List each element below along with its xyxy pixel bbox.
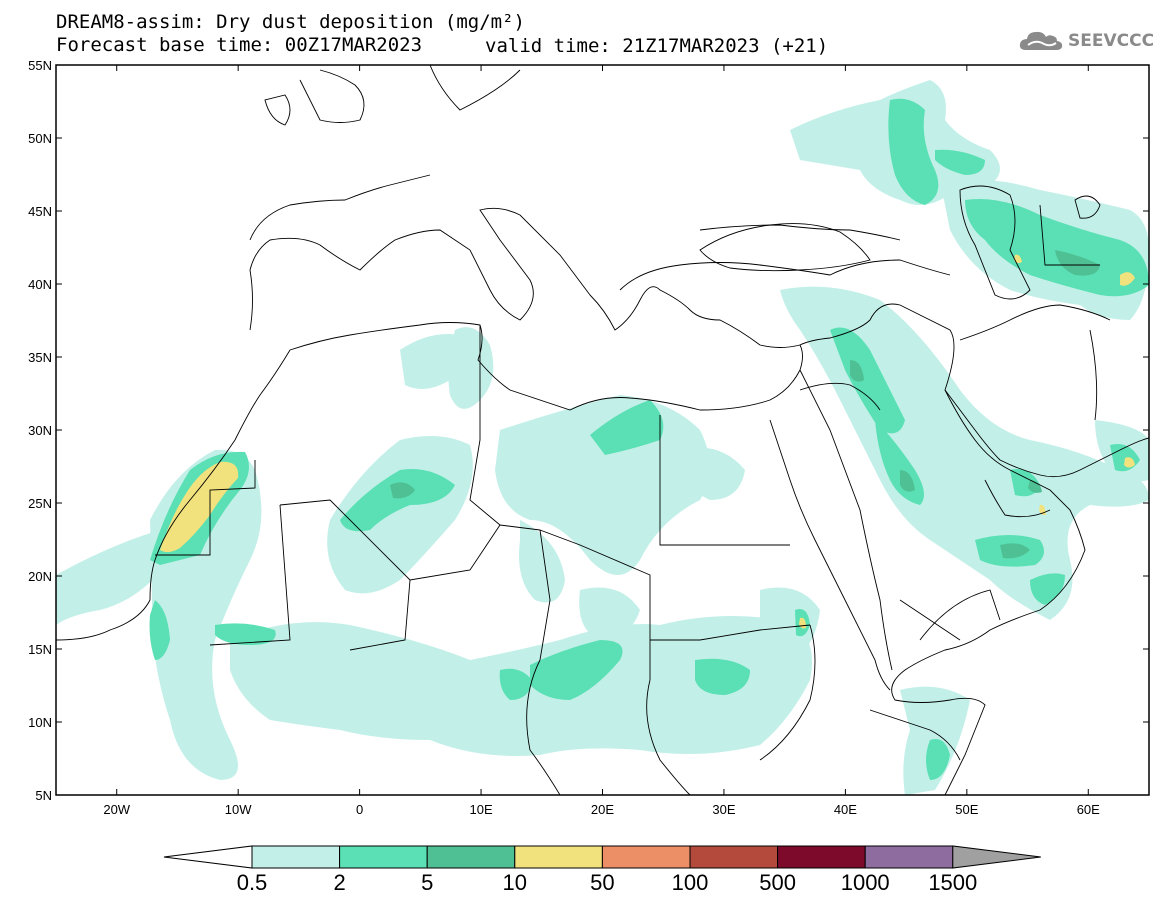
colorbar-label: 5	[421, 870, 433, 895]
colorbar-segment	[864, 845, 954, 869]
lon-label: 60E	[1077, 802, 1100, 817]
lon-label: 10E	[469, 802, 492, 817]
map-title: DREAM8-assim: Dry dust deposition (mg/m²…	[56, 11, 525, 33]
colorbar-label: 2	[333, 870, 345, 895]
lat-label: 30N	[28, 423, 52, 438]
colorbar-label: 100	[672, 870, 709, 895]
colorbar-label: 0.5	[237, 870, 268, 895]
colorbar-label: 500	[759, 870, 796, 895]
lon-label: 10W	[225, 802, 252, 817]
lat-label: 50N	[28, 131, 52, 146]
colorbar-label: 50	[590, 870, 614, 895]
seevccc-logo: SEEVCCC	[1018, 28, 1154, 54]
lat-label: 45N	[28, 204, 52, 219]
colorbar-segment	[601, 845, 691, 869]
lat-label: 5N	[35, 788, 52, 803]
latitude-axis: 55N 50N 45N 40N 35N 30N 25N 20N 15N 10N 5N	[28, 58, 1149, 803]
colorbar-label: 10	[503, 870, 527, 895]
lon-label: 40E	[834, 802, 857, 817]
lon-label: 20E	[591, 802, 614, 817]
colorbar-segment	[777, 845, 866, 869]
lat-label: 10N	[28, 715, 52, 730]
logo-text: SEEVCCC	[1068, 31, 1155, 51]
colorbar-segment	[514, 845, 603, 869]
colorbar-label: 1000	[841, 870, 890, 895]
valid-time: valid time: 21Z17MAR2023 (+21)	[485, 35, 829, 57]
colorbar: 0.5 2 5 10 50 100 500 1000 1500	[163, 845, 1041, 895]
lon-label: 30E	[712, 802, 735, 817]
map-frame	[55, 64, 1150, 796]
coastlines-and-borders	[56, 65, 1149, 795]
lat-label: 55N	[28, 58, 52, 73]
colorbar-segment	[426, 845, 516, 869]
forecast-base-time: Forecast base time: 00Z17MAR2023	[56, 34, 423, 56]
lat-label: 40N	[28, 277, 52, 292]
lat-label: 35N	[28, 350, 52, 365]
lat-label: 15N	[28, 642, 52, 657]
colorbar-under-triangle	[163, 845, 253, 869]
dust-deposition-contours	[56, 80, 1149, 795]
cloud-icon	[1019, 31, 1063, 50]
lat-label: 20N	[28, 569, 52, 584]
longitude-axis: 20W 10W 0 10E 20E 30E 40E 50E 60E	[103, 65, 1100, 817]
lat-label: 25N	[28, 496, 52, 511]
colorbar-segment	[689, 845, 779, 869]
lon-label: 50E	[955, 802, 978, 817]
colorbar-label: 1500	[928, 870, 977, 895]
colorbar-segment	[339, 845, 428, 869]
lon-label: 0	[356, 802, 363, 817]
colorbar-segment	[251, 845, 341, 869]
colorbar-over-triangle	[952, 845, 1041, 869]
lon-label: 20W	[103, 802, 130, 817]
